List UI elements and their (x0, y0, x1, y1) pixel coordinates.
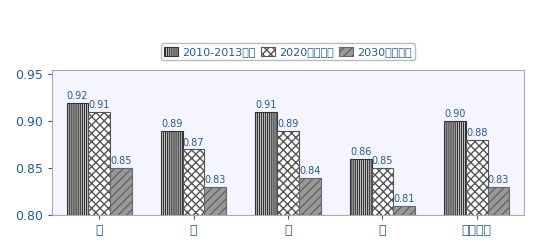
Text: 0.83: 0.83 (205, 175, 226, 185)
Bar (183, 149, 204, 215)
Bar (88, 112, 110, 215)
Text: 0.84: 0.84 (299, 166, 320, 176)
Text: 0.86: 0.86 (350, 147, 371, 157)
Text: 0.85: 0.85 (110, 156, 132, 166)
Bar (255, 112, 277, 215)
Bar (350, 159, 371, 215)
Bar (393, 206, 415, 215)
Bar (161, 131, 183, 215)
Text: 0.91: 0.91 (88, 100, 110, 110)
Text: 0.83: 0.83 (488, 175, 509, 185)
Text: 0.87: 0.87 (183, 138, 204, 147)
Text: 0.89: 0.89 (161, 119, 183, 129)
Bar (67, 103, 88, 215)
Text: 0.88: 0.88 (466, 128, 487, 138)
Legend: 2010-2013平均, 2020（预测）, 2030（预测）: 2010-2013平均, 2020（预测）, 2030（预测） (161, 43, 415, 60)
Bar (444, 121, 466, 215)
Text: 0.90: 0.90 (444, 109, 466, 119)
Text: 0.85: 0.85 (372, 156, 393, 166)
Bar (488, 187, 509, 215)
Bar (110, 168, 132, 215)
Text: 0.91: 0.91 (255, 100, 277, 110)
Bar (466, 140, 488, 215)
Bar (277, 131, 299, 215)
Text: 0.92: 0.92 (67, 91, 88, 101)
Text: 0.89: 0.89 (278, 119, 299, 129)
Bar (299, 177, 321, 215)
Bar (371, 168, 393, 215)
Text: 0.81: 0.81 (393, 194, 415, 204)
Bar (204, 187, 226, 215)
